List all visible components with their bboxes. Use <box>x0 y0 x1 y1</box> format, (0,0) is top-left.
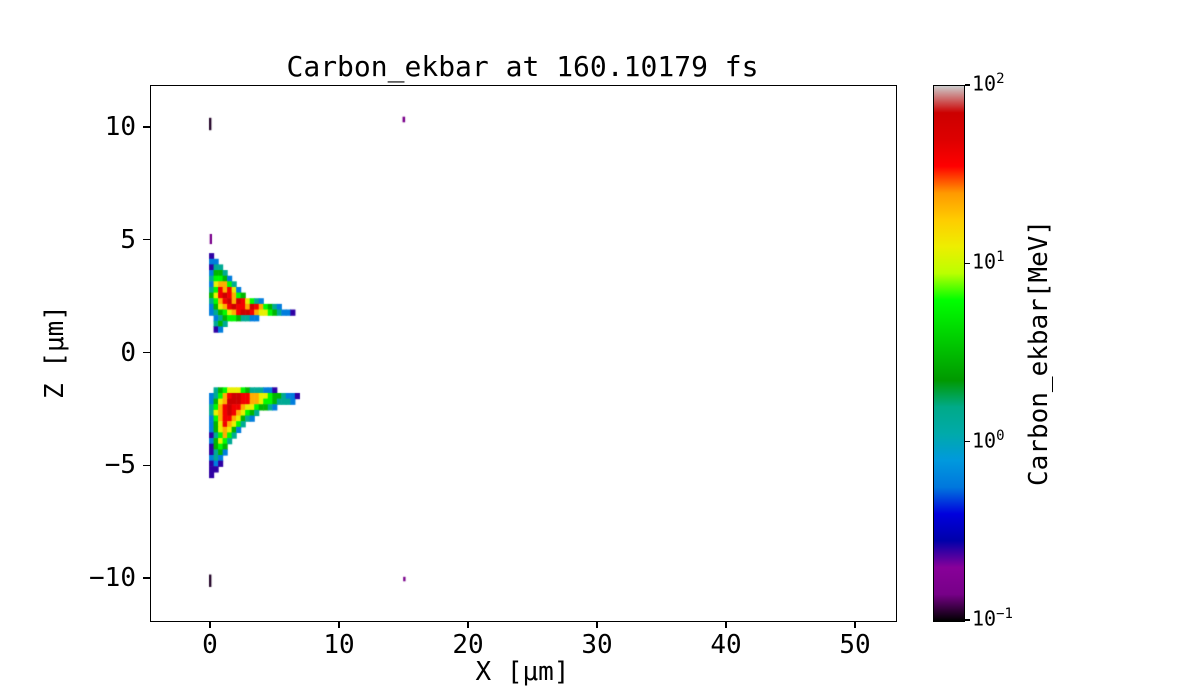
z-tick-label: −10 <box>89 563 136 594</box>
z-tick-label: 10 <box>104 111 136 142</box>
z-tick-mark <box>143 238 150 241</box>
colorbar-tick-mark <box>965 619 970 621</box>
x-tick-label: 20 <box>452 630 484 660</box>
colorbar-tick-label: 100 <box>972 427 1005 453</box>
z-tick-label: −5 <box>104 450 136 481</box>
z-tick-mark <box>143 577 150 579</box>
x-tick-mark <box>209 621 211 628</box>
colorbar-tick-label: 10−1 <box>972 606 1013 631</box>
colorbar-tick-mark <box>965 262 970 265</box>
x-tick-mark <box>596 621 598 628</box>
chart-title: Carbon_ekbar at 160.10179 fs <box>286 50 759 83</box>
x-tick-mark <box>467 621 469 628</box>
z-tick-label: 0 <box>120 337 136 368</box>
plot-area <box>150 85 897 622</box>
x-tick-label: 10 <box>323 630 355 660</box>
z-tick-label: 5 <box>120 224 136 255</box>
x-tick-mark <box>854 621 856 628</box>
x-tick-mark <box>725 621 727 628</box>
z-tick-mark <box>143 351 150 354</box>
heatmap-canvas <box>151 86 896 621</box>
colorbar-tick-label: 101 <box>972 249 1005 274</box>
colorbar-tick-label: 102 <box>972 71 1005 96</box>
x-tick-label: 0 <box>202 630 218 660</box>
x-axis-label: X [μm] <box>475 657 570 687</box>
z-tick-mark <box>143 464 150 467</box>
colorbar-tick-mark <box>965 440 970 443</box>
x-tick-mark <box>338 621 340 628</box>
x-tick-label: 30 <box>581 630 613 660</box>
colorbar <box>933 85 965 622</box>
x-tick-label: 50 <box>839 630 871 660</box>
colorbar-label: Carbon_ekbar[MeV] <box>1024 219 1054 486</box>
z-tick-mark <box>143 126 150 128</box>
x-tick-label: 40 <box>710 630 742 660</box>
colorbar-tick-mark <box>965 84 970 86</box>
